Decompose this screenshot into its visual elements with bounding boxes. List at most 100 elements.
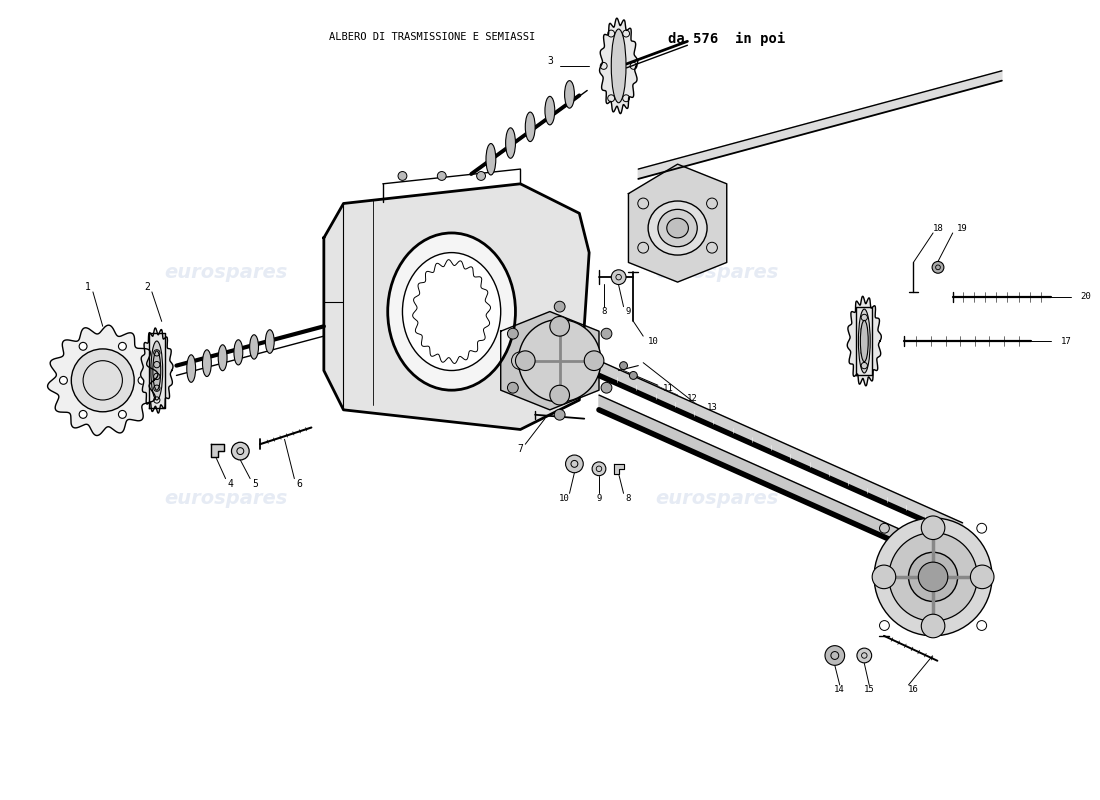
Circle shape (438, 171, 447, 180)
Polygon shape (600, 395, 962, 572)
Text: 9: 9 (596, 494, 602, 502)
Circle shape (554, 410, 565, 420)
Text: 19: 19 (957, 223, 968, 233)
Circle shape (872, 565, 895, 589)
Text: 8: 8 (626, 494, 631, 502)
Text: da 576  in poi: da 576 in poi (668, 31, 785, 46)
Ellipse shape (648, 201, 707, 255)
Circle shape (970, 565, 994, 589)
Circle shape (932, 262, 944, 274)
Circle shape (592, 462, 606, 476)
Ellipse shape (387, 233, 516, 390)
Circle shape (518, 319, 601, 402)
Ellipse shape (860, 321, 868, 362)
Circle shape (601, 328, 612, 339)
Polygon shape (614, 464, 624, 474)
Circle shape (139, 377, 146, 384)
Polygon shape (628, 164, 727, 282)
Text: 7: 7 (517, 444, 524, 454)
Ellipse shape (151, 341, 163, 400)
Text: 9: 9 (626, 307, 631, 316)
Text: 16: 16 (909, 686, 918, 694)
Polygon shape (148, 333, 165, 408)
Text: 20: 20 (1080, 292, 1091, 302)
Text: eurospares: eurospares (164, 489, 287, 508)
Ellipse shape (403, 253, 500, 370)
Text: 18: 18 (933, 223, 944, 233)
Ellipse shape (187, 354, 196, 382)
Polygon shape (600, 361, 962, 538)
Polygon shape (323, 184, 590, 430)
Ellipse shape (265, 330, 274, 354)
Polygon shape (847, 296, 881, 386)
Ellipse shape (544, 96, 554, 125)
Text: 3: 3 (547, 56, 553, 66)
Circle shape (119, 342, 126, 350)
Polygon shape (500, 311, 600, 410)
Circle shape (889, 533, 977, 621)
Circle shape (59, 377, 67, 384)
Text: 8: 8 (602, 307, 606, 316)
Text: 2: 2 (144, 282, 150, 292)
Circle shape (507, 328, 518, 339)
Ellipse shape (218, 345, 227, 370)
Text: 14: 14 (835, 686, 845, 694)
Ellipse shape (667, 218, 689, 238)
Text: 13: 13 (706, 403, 717, 412)
Text: eurospares: eurospares (656, 489, 779, 508)
Text: 11: 11 (662, 384, 673, 393)
Text: eurospares: eurospares (656, 262, 779, 282)
Circle shape (72, 349, 134, 412)
Ellipse shape (658, 210, 697, 246)
Text: 4: 4 (228, 478, 233, 489)
Ellipse shape (202, 350, 211, 377)
Polygon shape (211, 444, 223, 457)
Polygon shape (600, 18, 638, 114)
Text: 6: 6 (296, 478, 303, 489)
Circle shape (922, 516, 945, 539)
Circle shape (825, 646, 845, 666)
Ellipse shape (612, 29, 626, 102)
Circle shape (79, 410, 87, 418)
Circle shape (619, 362, 627, 370)
Circle shape (516, 351, 535, 370)
Text: 10: 10 (648, 337, 659, 346)
Circle shape (565, 455, 583, 473)
Circle shape (398, 171, 407, 180)
Ellipse shape (506, 128, 516, 158)
Text: 10: 10 (559, 494, 570, 502)
Ellipse shape (153, 351, 161, 390)
Polygon shape (638, 71, 1002, 179)
Ellipse shape (234, 340, 243, 365)
Text: eurospares: eurospares (164, 262, 287, 282)
Circle shape (629, 371, 637, 379)
Circle shape (119, 410, 126, 418)
Circle shape (550, 317, 570, 336)
Ellipse shape (486, 143, 496, 175)
Polygon shape (141, 328, 173, 413)
Circle shape (601, 382, 612, 393)
Circle shape (584, 351, 604, 370)
Ellipse shape (526, 112, 535, 142)
Ellipse shape (564, 81, 574, 108)
Circle shape (554, 302, 565, 312)
Circle shape (550, 386, 570, 405)
Circle shape (476, 171, 485, 180)
Circle shape (857, 648, 871, 663)
Circle shape (231, 442, 250, 460)
Text: 1: 1 (85, 282, 91, 292)
Text: 5: 5 (252, 478, 258, 489)
Circle shape (918, 562, 948, 592)
Circle shape (79, 342, 87, 350)
Circle shape (922, 614, 945, 638)
Circle shape (507, 382, 518, 393)
Circle shape (874, 518, 992, 636)
Polygon shape (857, 306, 872, 375)
Circle shape (612, 270, 626, 285)
Circle shape (909, 552, 958, 602)
Text: 17: 17 (1060, 337, 1071, 346)
Text: 12: 12 (688, 394, 697, 402)
Polygon shape (47, 325, 158, 435)
Text: 15: 15 (864, 686, 874, 694)
Ellipse shape (858, 309, 870, 373)
